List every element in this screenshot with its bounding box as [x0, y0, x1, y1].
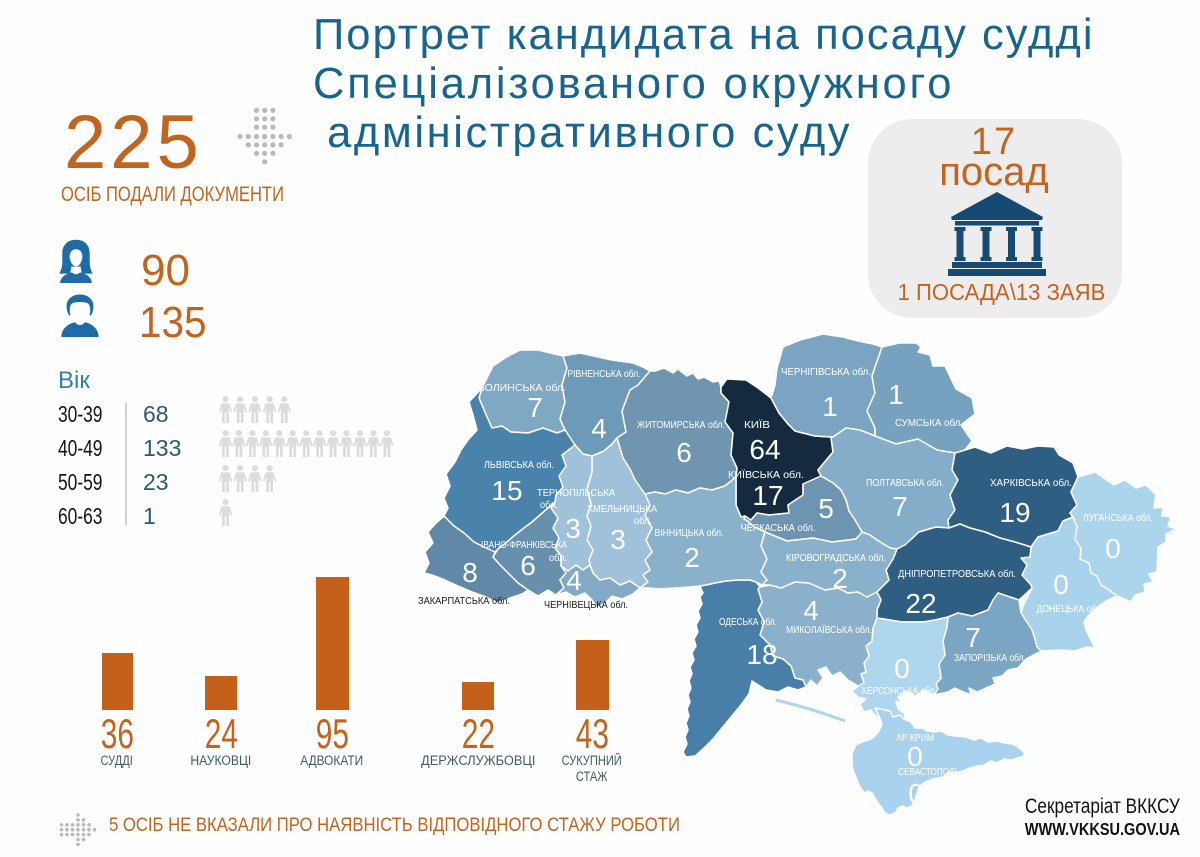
svg-text:4: 4: [566, 565, 582, 596]
svg-text:обл.: обл.: [549, 552, 567, 564]
svg-text:0: 0: [908, 778, 924, 809]
svg-text:обл.: обл.: [540, 499, 558, 511]
svg-text:4: 4: [591, 413, 607, 444]
svg-text:обл.: обл.: [634, 515, 652, 527]
svg-text:22: 22: [905, 588, 936, 619]
svg-text:КІРОВОГРАДСЬКА обл.: КІРОВОГРАДСЬКА обл.: [786, 552, 886, 564]
svg-text:0: 0: [894, 653, 910, 684]
svg-text:ЖИТОМИРСЬКА обл.: ЖИТОМИРСЬКА обл.: [637, 419, 725, 431]
svg-text:2: 2: [684, 542, 700, 573]
svg-text:РІВНЕНСЬКА обл.: РІВНЕНСЬКА обл.: [568, 368, 641, 380]
svg-text:КИЇВ: КИЇВ: [744, 419, 770, 431]
svg-text:17: 17: [752, 480, 783, 511]
svg-text:ЧЕРНІВЕЦЬКА обл.: ЧЕРНІВЕЦЬКА обл.: [544, 599, 628, 611]
svg-text:7: 7: [965, 622, 981, 653]
svg-text:ІВАНО-ФРАНКІВСЬКА: ІВАНО-ФРАНКІВСЬКА: [481, 540, 567, 551]
svg-text:1: 1: [822, 391, 838, 422]
svg-text:ЛУГАНСЬКА обл.: ЛУГАНСЬКА обл.: [1083, 512, 1153, 524]
svg-text:3: 3: [610, 524, 626, 555]
svg-text:ОДЕСЬКА обл.: ОДЕСЬКА обл.: [719, 616, 777, 628]
svg-text:6: 6: [520, 550, 536, 581]
svg-text:5: 5: [818, 493, 834, 524]
svg-text:ХАРКІВСЬКА обл.: ХАРКІВСЬКА обл.: [990, 477, 1072, 489]
svg-text:19: 19: [999, 497, 1030, 528]
svg-text:ХЕРСОНСЬКА обл.: ХЕРСОНСЬКА обл.: [862, 685, 937, 697]
svg-text:7: 7: [892, 491, 908, 522]
svg-text:ЧЕРКАСЬКА обл.: ЧЕРКАСЬКА обл.: [741, 522, 816, 534]
svg-text:ВІННИЦЬКА обл.: ВІННИЦЬКА обл.: [655, 527, 724, 539]
svg-text:ПОЛТАВСЬКА обл.: ПОЛТАВСЬКА обл.: [866, 477, 944, 489]
svg-text:ЗАПОРІЗЬКА обл.: ЗАПОРІЗЬКА обл.: [954, 652, 1026, 664]
svg-text:КИЇВСЬКА обл.: КИЇВСЬКА обл.: [728, 469, 804, 481]
svg-text:ДНІПРОПЕТРОВСЬКА обл.: ДНІПРОПЕТРОВСЬКА обл.: [898, 568, 1016, 580]
svg-text:2: 2: [832, 563, 848, 594]
svg-text:СУМСЬКА обл.: СУМСЬКА обл.: [895, 417, 963, 429]
svg-text:ЛЬВІВСЬКА обл.: ЛЬВІВСЬКА обл.: [484, 459, 554, 471]
svg-text:ЗАКАРПАТСЬКА обл.: ЗАКАРПАТСЬКА обл.: [418, 595, 510, 607]
svg-text:7: 7: [527, 392, 543, 423]
svg-text:6: 6: [676, 437, 692, 468]
svg-text:МИКОЛАЇВСЬКА обл.: МИКОЛАЇВСЬКА обл.: [786, 624, 872, 636]
svg-text:3: 3: [565, 513, 581, 544]
svg-text:ТЕРНОПІЛЬСЬКА: ТЕРНОПІЛЬСЬКА: [537, 488, 615, 499]
svg-text:15: 15: [491, 475, 522, 506]
svg-text:8: 8: [462, 557, 478, 588]
svg-text:18: 18: [746, 639, 777, 670]
svg-text:ДОНЕЦЬКА обл.: ДОНЕЦЬКА обл.: [1037, 603, 1104, 615]
svg-text:4: 4: [803, 595, 819, 626]
svg-text:0: 0: [907, 741, 923, 772]
svg-text:ВОЛИНСЬКА обл.: ВОЛИНСЬКА обл.: [478, 382, 566, 394]
svg-text:1: 1: [888, 379, 904, 410]
svg-text:СЕВАСТОПОЛЬ: СЕВАСТОПОЛЬ: [898, 767, 960, 778]
svg-text:ЧЕРНІГІВСЬКА обл.: ЧЕРНІГІВСЬКА обл.: [781, 366, 871, 378]
svg-text:0: 0: [1053, 569, 1069, 600]
svg-text:64: 64: [749, 434, 780, 465]
svg-text:АР КРИМ: АР КРИМ: [896, 733, 934, 744]
svg-text:ХМЕЛЬНИЦЬКА: ХМЕЛЬНИЦЬКА: [587, 504, 657, 515]
svg-text:0: 0: [1105, 533, 1121, 564]
